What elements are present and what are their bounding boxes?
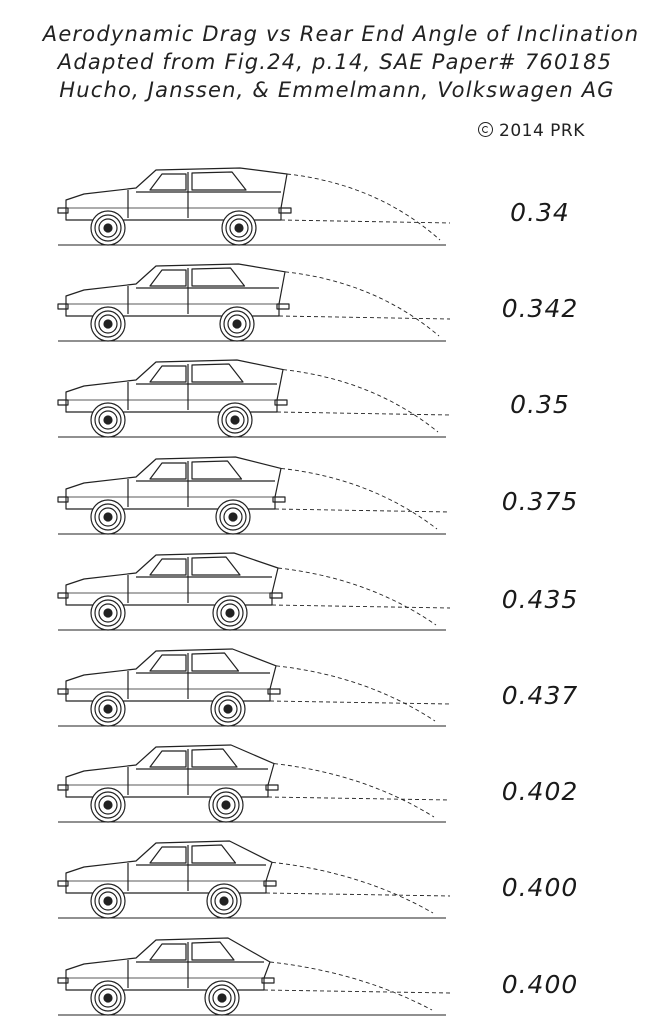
drag-coefficient-value: 0.437: [501, 681, 579, 710]
wake-line: [265, 892, 451, 897]
wake-line: [282, 369, 439, 433]
drag-coefficient-value: 0.400: [501, 969, 579, 999]
wake-line: [275, 665, 436, 722]
car-row: 0.400: [0, 823, 662, 919]
car-row: 0.375: [0, 439, 662, 535]
copyright-icon: [478, 122, 493, 137]
wake-line: [273, 763, 435, 818]
wake-line: [286, 173, 441, 241]
source-reference: Adapted from Fig.24, p.14, SAE Paper# 76…: [57, 50, 613, 74]
wake-line: [274, 508, 451, 513]
drag-coefficient-value: 0.375: [501, 486, 579, 516]
car-profile: [57, 552, 451, 631]
car-row: 0.35: [0, 342, 662, 438]
car-profile: [57, 359, 451, 438]
car-body: [65, 648, 277, 702]
header: Aerodynamic Drag vs Rear End Angle of In…: [0, 0, 662, 150]
drag-coefficient-value: 0.400: [501, 873, 579, 903]
car-row: 0.435: [0, 535, 662, 631]
car-drag-rows: 0.34 0.342 0.35 0.375 0.435 0.437 0.402 0.400 0.…: [0, 150, 662, 1024]
car-body: [65, 840, 273, 894]
wake-line: [269, 961, 433, 1010]
wake-line: [280, 467, 438, 529]
drag-coefficient-value: 0.34: [510, 198, 570, 227]
drag-coefficient-value: 0.342: [501, 294, 579, 324]
car-body: [65, 936, 271, 991]
drag-coefficient-value: 0.402: [501, 777, 579, 807]
wake-line: [271, 604, 451, 609]
wake-line: [278, 315, 451, 320]
wake-line: [284, 271, 440, 337]
car-profile: [57, 455, 451, 535]
car-row: 0.342: [0, 246, 662, 342]
car-row: 0.400: [0, 920, 662, 1016]
wake-line: [269, 700, 451, 705]
wake-line: [271, 862, 434, 914]
car-row: 0.34: [0, 150, 662, 246]
car-body: [65, 455, 282, 510]
authors: Hucho, Janssen, & Emmelmann, Volkswagen …: [59, 78, 615, 102]
wake-line: [276, 411, 451, 416]
car-body: [65, 359, 284, 413]
car-profile: [57, 263, 451, 342]
drag-coefficient-value: 0.35: [510, 390, 570, 420]
car-body: [65, 744, 275, 798]
drag-coefficient-value: 0.435: [501, 584, 579, 614]
car-body: [65, 263, 286, 317]
copyright-text: 2014 PRK: [499, 121, 585, 141]
car-body: [65, 167, 288, 221]
copyright-notice: 2014 PRK: [478, 121, 585, 141]
wake-line: [263, 989, 451, 994]
wake-line: [280, 219, 451, 224]
car-profile: [57, 648, 451, 727]
car-profile: [57, 167, 451, 246]
car-profile: [57, 840, 451, 919]
wake-line: [277, 567, 437, 626]
car-row: 0.402: [0, 727, 662, 823]
car-profile: [57, 744, 451, 823]
car-body: [65, 552, 279, 606]
wake-line: [267, 796, 451, 801]
car-row: 0.437: [0, 631, 662, 727]
car-profile: [57, 936, 451, 1016]
title: Aerodynamic Drag vs Rear End Angle of In…: [42, 22, 640, 46]
